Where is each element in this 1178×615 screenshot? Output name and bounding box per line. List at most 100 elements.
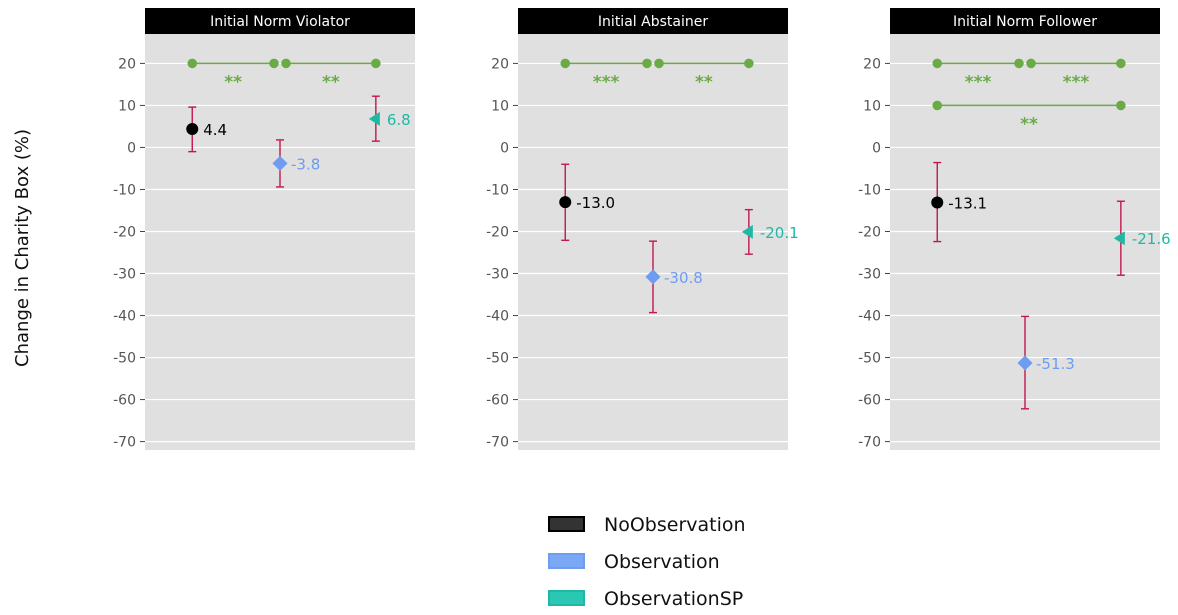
- y-tick-label: -60: [858, 393, 881, 409]
- legend: NoObservation Observation ObservationSP: [548, 514, 746, 610]
- legend-swatch: [548, 590, 585, 606]
- data-point: -51.3: [1017, 315, 1075, 410]
- significance-endpoint: [281, 58, 291, 69]
- significance-stars: **: [695, 72, 713, 92]
- legend-label: NoObservation: [604, 514, 746, 536]
- data-label: -13.0: [576, 194, 615, 212]
- significance-endpoint: [560, 58, 571, 69]
- data-point: -20.1: [741, 208, 799, 255]
- data-point: -13.1: [931, 161, 987, 243]
- data-label: -20.1: [760, 224, 799, 242]
- data-point: -30.8: [645, 240, 703, 314]
- panel-title: Initial Abstainer: [598, 14, 708, 30]
- y-tick-label: -70: [113, 435, 136, 451]
- point-marker-diamond: [272, 155, 288, 171]
- legend-item: NoObservation: [548, 514, 746, 536]
- y-tick-label: -40: [486, 309, 509, 325]
- y-tick-label: 0: [872, 140, 881, 156]
- y-axis-label: Change in Charity Box (%): [12, 129, 33, 367]
- y-tick-label: -60: [486, 393, 509, 409]
- point-marker-circle: [186, 122, 199, 135]
- point-marker-triangle: [741, 224, 753, 239]
- significance-stars: ***: [1063, 72, 1090, 92]
- point-marker-triangle: [368, 111, 380, 126]
- y-tick-label: 10: [863, 98, 881, 114]
- legend-swatch: [548, 553, 585, 569]
- y-tick-label: 0: [500, 140, 509, 156]
- y-tick-label: -20: [858, 224, 881, 240]
- significance-endpoint: [371, 58, 381, 69]
- data-label: -30.8: [664, 269, 703, 287]
- legend-swatch: [548, 516, 585, 532]
- panel-2: Initial Abstainer 20 10 0 -10 -20 -30 -40 -50 -60…: [486, 8, 799, 451]
- y-tick-label: -50: [486, 351, 509, 367]
- point-marker-diamond: [645, 269, 661, 285]
- y-tick-label: -60: [113, 393, 136, 409]
- significance-endpoint: [1014, 58, 1024, 69]
- significance-stars: ***: [593, 72, 620, 92]
- y-tick-label: -40: [113, 309, 136, 325]
- point-marker-diamond: [1017, 355, 1033, 371]
- panel-title-strip: [890, 8, 1160, 34]
- data-point: 6.8: [368, 95, 411, 142]
- y-tick-label: 20: [118, 56, 136, 72]
- panel-title: Initial Norm Violator: [210, 14, 350, 30]
- y-tick-label: 10: [491, 98, 509, 114]
- panel-background: [145, 34, 415, 450]
- y-tick-label: -30: [858, 267, 881, 283]
- significance-endpoint: [654, 58, 664, 69]
- data-point: -13.0: [559, 163, 615, 242]
- significance-endpoint: [932, 100, 943, 111]
- significance-endpoint: [642, 58, 652, 69]
- y-tick-label: -30: [486, 267, 509, 283]
- significance-endpoint: [1116, 58, 1126, 69]
- legend-label: ObservationSP: [604, 588, 743, 610]
- y-tick-label: 20: [863, 56, 881, 72]
- significance-stars: **: [1020, 114, 1038, 134]
- significance-endpoint: [1026, 58, 1036, 69]
- significance-stars: **: [322, 72, 340, 92]
- point-marker-circle: [559, 196, 572, 209]
- legend-item: Observation: [548, 551, 720, 573]
- data-label: 4.4: [203, 121, 227, 139]
- significance-endpoint: [744, 58, 754, 69]
- data-point: -21.6: [1113, 200, 1171, 276]
- data-label: -13.1: [948, 195, 987, 213]
- significance-stars: **: [224, 72, 242, 92]
- y-tick-label: -50: [113, 351, 136, 367]
- point-marker-triangle: [1113, 231, 1125, 246]
- panels: Initial Norm Violator 20 10 0 -10 -20 -30 -40 -5…: [113, 8, 1171, 451]
- significance-endpoint: [932, 58, 943, 69]
- panel-title-strip: [145, 8, 415, 34]
- y-tick-label: -10: [113, 182, 136, 198]
- y-tick-label: -30: [113, 267, 136, 283]
- data-label: -21.6: [1132, 230, 1171, 248]
- legend-item: ObservationSP: [548, 588, 743, 610]
- y-tick-label: -20: [486, 224, 509, 240]
- y-tick-label: 10: [118, 98, 136, 114]
- y-tick-label: -70: [858, 435, 881, 451]
- significance-endpoint: [187, 58, 198, 69]
- significance-endpoint: [1116, 100, 1126, 111]
- y-tick-label: -40: [858, 309, 881, 325]
- significance-stars: ***: [965, 72, 992, 92]
- data-point: -3.8: [272, 139, 320, 188]
- data-label: 6.8: [387, 111, 411, 129]
- y-tick-label: -70: [486, 435, 509, 451]
- panel-title-strip: [518, 8, 788, 34]
- y-tick-label: -20: [113, 224, 136, 240]
- legend-label: Observation: [604, 551, 720, 573]
- y-tick-label: -50: [858, 351, 881, 367]
- data-label: -3.8: [291, 155, 320, 173]
- y-tick-label: 0: [127, 140, 136, 156]
- point-marker-circle: [931, 196, 944, 209]
- data-point: 4.4: [186, 106, 227, 153]
- y-tick-label: 20: [491, 56, 509, 72]
- y-tick-label: -10: [486, 182, 509, 198]
- data-label: -51.3: [1036, 355, 1075, 373]
- panel-1: Initial Norm Violator 20 10 0 -10 -20 -30 -40 -5…: [113, 8, 415, 451]
- y-tick-label: -10: [858, 182, 881, 198]
- panel-title: Initial Norm Follower: [953, 14, 1097, 30]
- panel-3: Initial Norm Follower 20 10 0 -10 -20 -30 -40 -5…: [858, 8, 1171, 451]
